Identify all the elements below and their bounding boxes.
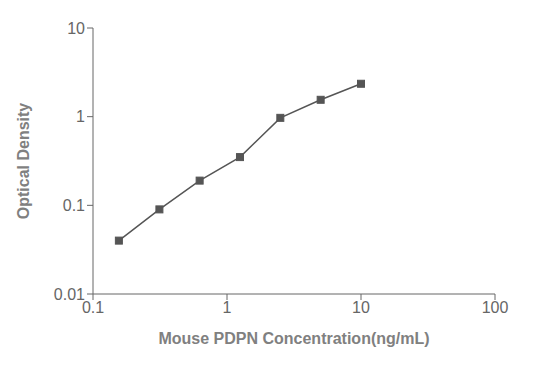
svg-text:100: 100 [482,299,509,316]
svg-text:1: 1 [223,299,232,316]
svg-text:0.01: 0.01 [54,286,85,303]
svg-text:Mouse PDPN Concentration(ng/mL: Mouse PDPN Concentration(ng/mL) [158,330,429,347]
svg-text:0.1: 0.1 [82,299,104,316]
svg-text:Optical Density: Optical Density [15,103,32,220]
svg-text:10: 10 [67,20,85,37]
svg-text:1: 1 [76,108,85,125]
svg-text:0.1: 0.1 [63,197,85,214]
svg-text:10: 10 [352,299,370,316]
